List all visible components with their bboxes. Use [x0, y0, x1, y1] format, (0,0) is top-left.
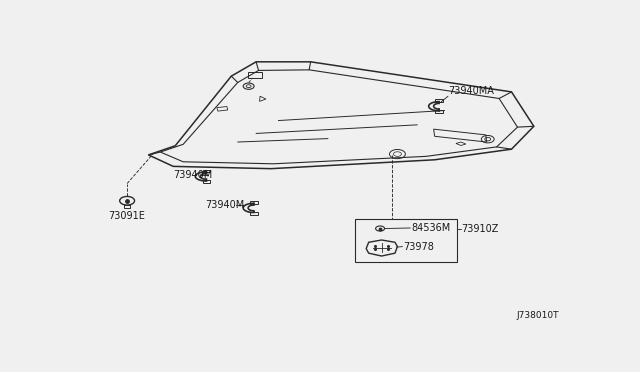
Bar	[202, 170, 211, 172]
Text: 73910Z: 73910Z	[461, 224, 499, 234]
Bar	[250, 201, 257, 204]
Bar	[250, 212, 257, 215]
Bar	[124, 205, 130, 208]
Bar	[435, 110, 443, 113]
Text: 73091E: 73091E	[109, 211, 145, 221]
Text: 73978: 73978	[403, 241, 435, 251]
Text: 84536M: 84536M	[412, 223, 451, 233]
Text: J738010T: J738010T	[516, 311, 559, 320]
Bar	[435, 99, 443, 102]
Bar	[202, 180, 211, 183]
Bar	[248, 72, 262, 78]
Bar	[355, 219, 457, 262]
Text: 73940M: 73940M	[205, 200, 244, 210]
Text: 73940M: 73940M	[173, 170, 212, 180]
Text: 73940MA: 73940MA	[448, 86, 494, 96]
